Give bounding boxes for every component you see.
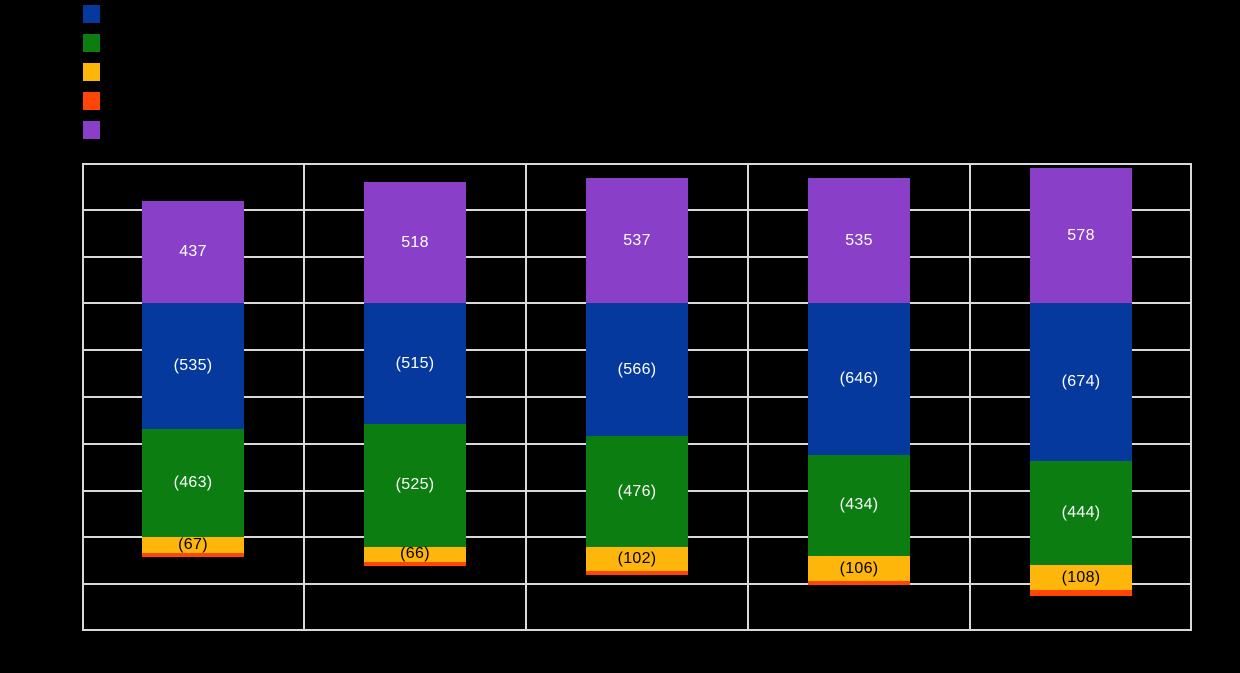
bar-segment-series-blue: [142, 303, 244, 429]
bar-segment-series-blue: [1030, 303, 1132, 462]
bar-segment-series-red: [364, 562, 466, 567]
gridline-vertical: [525, 163, 527, 631]
bar-segment-label: (106): [839, 559, 879, 577]
bar-segment-series-yellow: [364, 546, 466, 563]
bar-segment-series-yellow: [142, 536, 244, 553]
bar-segment-series-red: [1030, 590, 1132, 596]
bar-segment-series-purple: [364, 182, 466, 304]
bar-segment-label: (674): [1061, 373, 1101, 391]
legend-swatch-series-red: [83, 92, 100, 110]
bar-segment-series-purple: [142, 201, 244, 304]
bar-segment-label: (66): [400, 545, 430, 563]
bar-segment-series-green: [364, 423, 466, 547]
gridline-vertical: [303, 163, 305, 631]
bar-segment-label: (434): [839, 496, 879, 514]
bar-segment-series-red: [142, 552, 244, 557]
bar-segment-series-purple: [808, 178, 910, 304]
legend-swatch-series-yellow: [83, 63, 100, 81]
bar-segment-series-green: [1030, 461, 1132, 565]
bar-segment-label: (476): [617, 482, 657, 500]
legend-swatch-series-purple: [83, 121, 100, 139]
bar-segment-label: (102): [617, 550, 657, 568]
bar-segment-label: (67): [178, 535, 208, 553]
bar-segment-label: 437: [179, 243, 207, 261]
legend-swatch-series-blue: [83, 5, 100, 23]
bar-segment-label: 578: [1067, 226, 1095, 244]
plot-area: (535) (463) (67) 437 (515) (525) (66) 518 (566) (…: [82, 163, 1192, 631]
bar-segment-series-blue: [364, 303, 466, 424]
bar-segment-label: (108): [1061, 568, 1101, 586]
bar-segment-series-red: [586, 571, 688, 576]
bar-segment-label: 535: [845, 231, 873, 249]
bar-segment-series-blue: [808, 303, 910, 455]
bar-segment-series-purple: [1030, 168, 1132, 304]
bar-segment-series-blue: [586, 303, 688, 436]
bar-segment-label: 537: [623, 231, 651, 249]
gridline-horizontal: [82, 583, 1192, 586]
bar-segment-label: (515): [395, 354, 435, 372]
bar-segment-series-green: [808, 454, 910, 557]
bar-segment-series-green: [586, 435, 688, 548]
bar-segment-label: (444): [1061, 504, 1101, 522]
bar-segment-series-purple: [586, 177, 688, 304]
bar-segment-label: (535): [173, 356, 213, 374]
bar-segment-label: (646): [839, 369, 879, 387]
bar-segment-series-yellow: [808, 556, 910, 581]
legend-swatch-series-green: [83, 34, 100, 52]
bar-segment-series-green: [142, 428, 244, 537]
gridline-vertical: [969, 163, 971, 631]
gridline-vertical: [747, 163, 749, 631]
bar-segment-label: (463): [173, 473, 213, 491]
bar-segment-series-yellow: [586, 547, 688, 572]
bar-segment-label: (566): [617, 360, 657, 378]
bar-segment-label: 518: [401, 233, 429, 251]
bar-segment-label: (525): [395, 476, 435, 494]
bar-segment-series-yellow: [1030, 565, 1132, 591]
bar-segment-series-red: [808, 580, 910, 585]
